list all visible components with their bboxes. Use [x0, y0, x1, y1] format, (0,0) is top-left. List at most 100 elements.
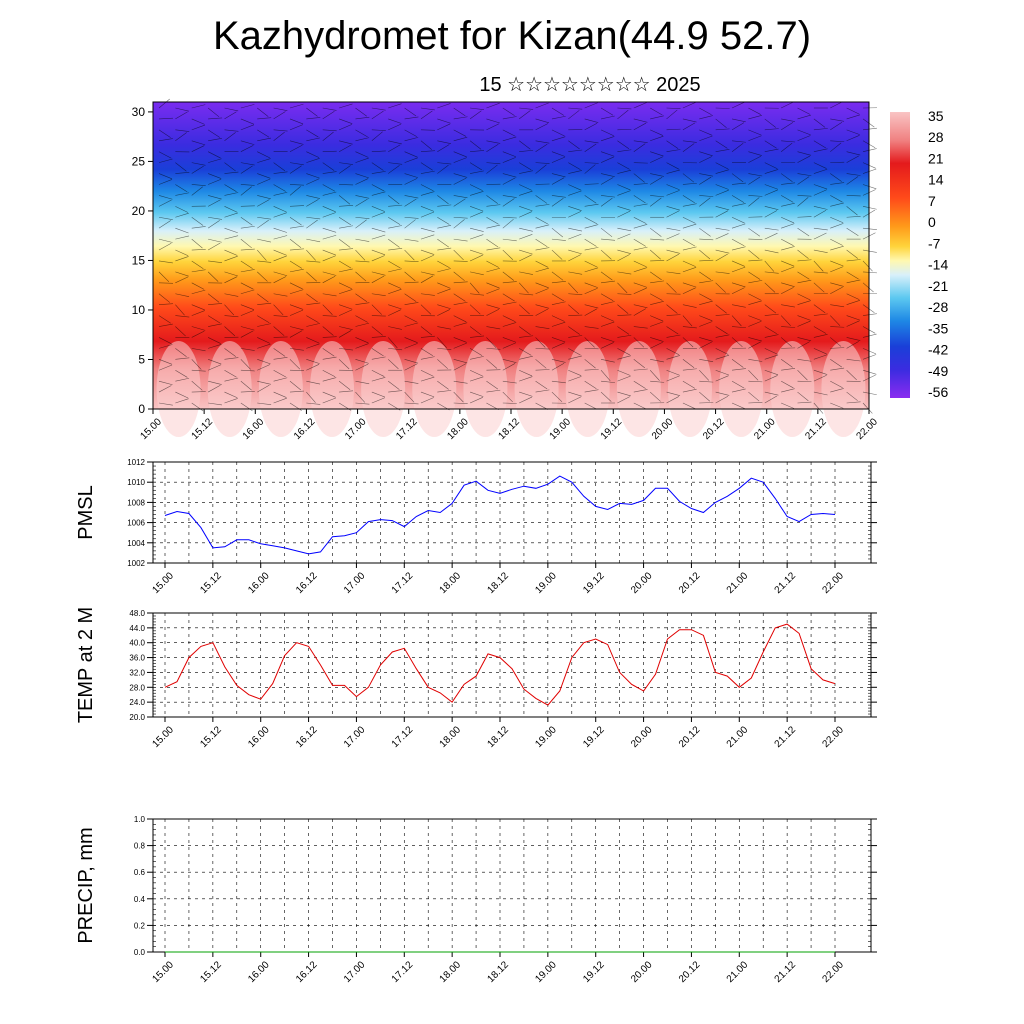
wind-barb: [371, 171, 386, 174]
wind-barb: [306, 343, 320, 349]
wind-barb: [813, 184, 828, 190]
wind-barb: [584, 162, 599, 164]
wind-barb: [846, 279, 861, 284]
wind-barb: [600, 293, 614, 302]
wind-barb: [568, 190, 582, 196]
wind-barb: [650, 380, 665, 383]
wind-barb: [486, 144, 499, 152]
wind-barb: [715, 169, 730, 174]
wind-barb: [813, 369, 828, 375]
wind-barb: [355, 359, 369, 364]
wind-barb: [191, 145, 205, 152]
wind-barb: [404, 157, 418, 163]
wind-barb: [437, 348, 452, 350]
wind-barb: [158, 364, 173, 371]
wind-barb: [469, 376, 484, 382]
wind-barb: [715, 334, 730, 338]
wind-barb: [568, 149, 583, 153]
wind-barb: [535, 304, 550, 309]
wind-barb: [600, 342, 614, 349]
temp-grid: [153, 612, 871, 718]
wind-barb: [715, 348, 729, 355]
wind-barb: [371, 326, 383, 336]
wind-barb: [797, 135, 811, 142]
wind-barb: [699, 238, 714, 241]
wind-barb: [437, 390, 452, 393]
wind-barb: [731, 223, 746, 229]
precip-x-tick-label: 19.00: [533, 959, 559, 985]
wind-barb: [535, 102, 549, 109]
wind-barb: [273, 111, 286, 120]
wind-barb: [601, 380, 616, 383]
wind-barb: [797, 271, 810, 280]
heatmap-y-tick-label: 25: [132, 154, 146, 168]
wind-barb: [289, 326, 304, 331]
wind-barb: [420, 335, 435, 338]
wind-barb: [780, 380, 794, 389]
temp-x-tick-label: 19.00: [533, 724, 559, 750]
wind-barb: [731, 282, 746, 288]
wind-barb: [633, 368, 648, 371]
wind-barb: [420, 369, 434, 377]
wind-barb: [158, 359, 173, 365]
wind-barb: [862, 260, 873, 272]
wind-barb: [257, 195, 271, 200]
wind-barb: [551, 227, 563, 238]
wind-barb: [257, 364, 271, 371]
wind-barb: [650, 156, 663, 163]
wind-barb: [764, 210, 778, 218]
wind-barb: [191, 162, 206, 166]
wind-barb: [682, 140, 697, 143]
wind-barb: [470, 356, 484, 360]
wind-barb: [748, 129, 762, 136]
wind-barb: [469, 304, 481, 315]
wind-barb: [813, 282, 825, 293]
wind-barb: [306, 337, 320, 344]
wind-barb: [289, 348, 304, 351]
wind-barb: [862, 354, 877, 360]
wind-barb: [650, 115, 664, 120]
wind-barb: [519, 335, 534, 338]
wind-barb: [371, 377, 386, 382]
wind-barb: [797, 341, 810, 349]
wind-barb: [322, 129, 337, 132]
wind-barb: [600, 107, 614, 116]
wind-barb: [666, 253, 679, 262]
colorbar-label: -14: [928, 257, 948, 273]
wind-barb: [600, 197, 613, 207]
wind-barb: [158, 173, 173, 180]
wind-barb: [371, 348, 384, 357]
wind-barb: [551, 293, 565, 302]
wind-barb: [339, 268, 353, 273]
wind-barb: [682, 402, 696, 410]
wind-barb: [289, 184, 304, 186]
wind-barb: [191, 369, 206, 372]
wind-barb: [322, 255, 336, 262]
wind-barb: [240, 140, 255, 145]
wind-barb: [633, 203, 648, 207]
wind-barb: [633, 183, 648, 185]
wind-barb: [208, 138, 222, 142]
wind-barb: [355, 249, 366, 261]
wind-barb: [748, 271, 761, 280]
wind-barb: [551, 315, 565, 322]
wind-barb: [158, 315, 171, 324]
wind-barb: [780, 195, 794, 203]
wind-barb: [191, 260, 204, 270]
wind-barb: [617, 314, 632, 316]
wind-barb: [322, 212, 336, 218]
wind-barb: [731, 287, 745, 295]
wind-barb: [666, 375, 680, 382]
wind-barb: [682, 359, 695, 368]
wind-barb: [813, 374, 827, 382]
wind-barb: [224, 369, 237, 378]
wind-barb: [339, 326, 353, 330]
wind-barb: [519, 211, 533, 218]
wind-barb: [191, 330, 205, 338]
wind-barb: [257, 359, 271, 365]
wind-barb: [633, 224, 648, 229]
wind-barb: [486, 304, 500, 309]
wind-barb: [535, 308, 549, 316]
wind-barb: [175, 256, 189, 262]
precip-y-tick-label: 0.6: [134, 868, 146, 877]
